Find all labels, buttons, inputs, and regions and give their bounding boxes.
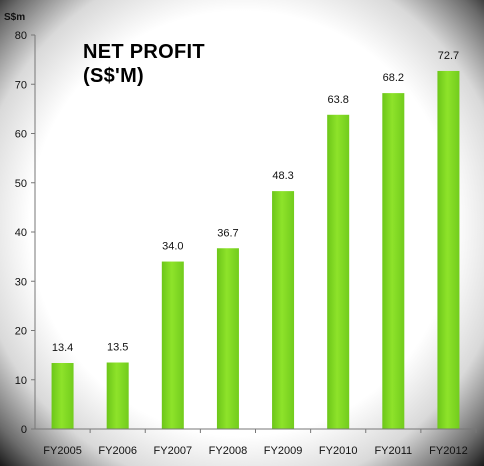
x-tick-label-fy2012: FY2012 xyxy=(429,445,468,457)
data-label-fy2007: 34.0 xyxy=(162,241,183,253)
bar-fy2006 xyxy=(106,362,129,429)
data-label-fy2012: 72.7 xyxy=(438,50,459,62)
data-label-fy2010: 63.8 xyxy=(327,94,348,106)
x-axis: FY2005 FY2006 FY2007 FY2008 FY2009 FY2010 FY20… xyxy=(43,429,477,457)
y-axis: 0 10 20 30 40 50 60 70 80 xyxy=(15,30,35,436)
bar-fy2007 xyxy=(161,261,184,429)
data-label-fy2009: 48.3 xyxy=(272,170,293,182)
x-tick-label-fy2006: FY2006 xyxy=(98,445,137,457)
x-tick-label-fy2010: FY2010 xyxy=(319,445,358,457)
y-tick-label: 70 xyxy=(15,79,27,91)
x-tick-label-fy2011: FY2011 xyxy=(374,445,412,457)
y-tick-label: 0 xyxy=(21,424,27,436)
bar-fy2008 xyxy=(216,248,239,429)
y-tick-label: 10 xyxy=(15,375,27,387)
bar-fy2010 xyxy=(327,114,350,429)
x-tick-label-fy2008: FY2008 xyxy=(209,445,248,457)
bar-fy2005 xyxy=(51,363,74,429)
y-tick-label: 60 xyxy=(15,129,27,141)
data-label-fy2005: 13.4 xyxy=(52,342,73,354)
bar-fy2011 xyxy=(382,93,405,430)
y-axis-unit-label: S$m xyxy=(4,12,25,23)
data-label-fy2011: 68.2 xyxy=(383,72,404,84)
x-tick-label-fy2005: FY2005 xyxy=(43,445,82,457)
y-tick-label: 80 xyxy=(15,30,27,42)
y-tick-label: 50 xyxy=(15,178,27,190)
bar-fy2012 xyxy=(437,70,460,429)
chart-title-block: NET PROFIT (S$'M) xyxy=(83,40,205,88)
bar-series: 13.4 13.5 34.0 36.7 48.3 63.8 68.2 72.7 xyxy=(51,50,460,430)
chart-title: NET PROFIT xyxy=(83,41,205,63)
bar-fy2009 xyxy=(272,191,295,429)
y-tick-label: 20 xyxy=(15,326,27,338)
x-tick-label-fy2009: FY2009 xyxy=(264,445,303,457)
y-tick-label: 40 xyxy=(15,227,27,239)
y-tick-label: 30 xyxy=(15,276,27,288)
chart-subtitle: (S$'M) xyxy=(83,65,144,87)
data-label-fy2006: 13.5 xyxy=(107,342,128,354)
x-tick-label-fy2007: FY2007 xyxy=(154,445,193,457)
data-label-fy2008: 36.7 xyxy=(217,227,238,239)
